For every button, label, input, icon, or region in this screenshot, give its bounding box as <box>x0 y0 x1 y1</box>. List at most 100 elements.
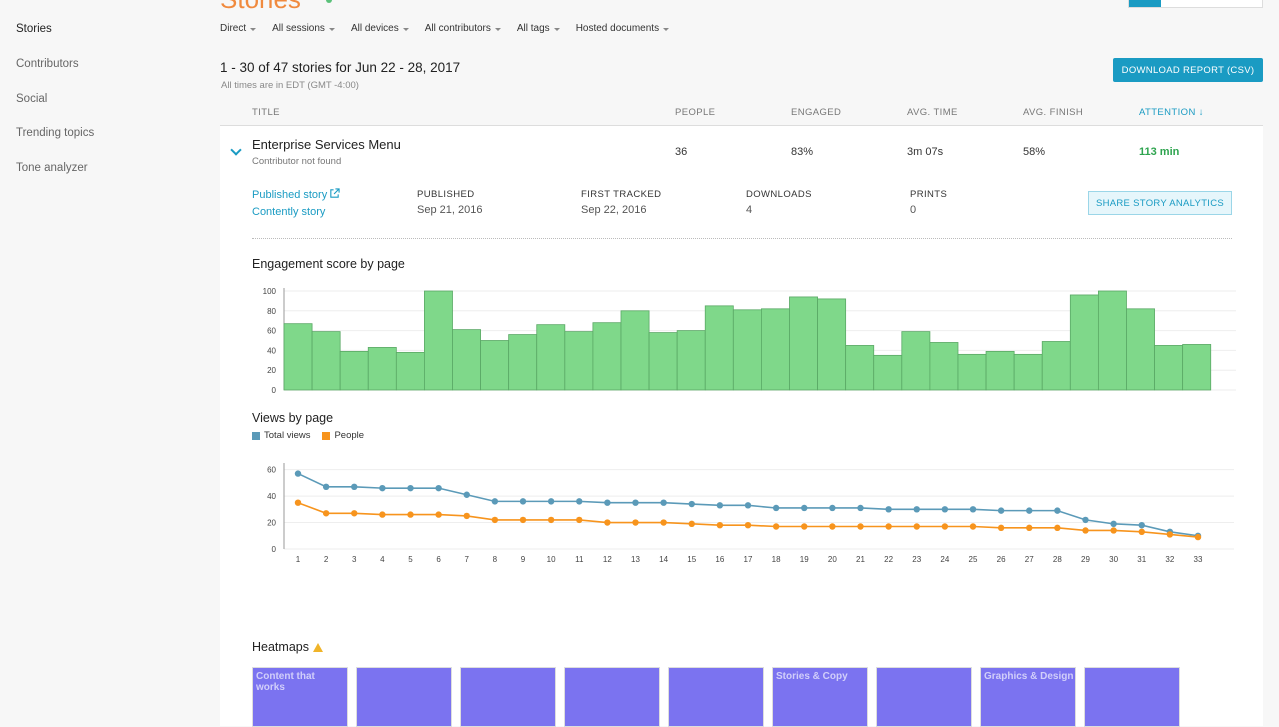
data-point <box>716 502 724 509</box>
column-avg-finish[interactable]: AVG. FINISH <box>1023 107 1084 118</box>
filter-tags[interactable]: All tags <box>517 23 560 34</box>
data-point <box>435 484 442 492</box>
bar <box>761 308 790 391</box>
filter-devices[interactable]: All devices <box>351 23 409 34</box>
data-point <box>1110 527 1117 534</box>
x-tick-label: 11 <box>575 555 584 564</box>
data-point <box>744 502 752 509</box>
heatmap-thumbnail[interactable] <box>668 667 764 727</box>
caret-down-icon <box>328 27 335 31</box>
caret-down-icon <box>250 27 257 31</box>
results-summary: 1 - 30 of 47 stories for Jun 22 - 28, 20… <box>220 60 461 75</box>
prints-value: 0 <box>910 204 917 216</box>
column-title[interactable]: TITLE <box>252 107 280 118</box>
bar <box>367 347 397 391</box>
data-point <box>801 504 808 512</box>
bar <box>508 334 538 391</box>
y-tick-label: 60 <box>267 327 276 336</box>
sidebar-item-social[interactable]: Social <box>16 93 48 105</box>
bar <box>1069 294 1099 391</box>
bar <box>929 342 959 391</box>
bar <box>1041 341 1071 391</box>
data-point <box>379 511 386 518</box>
filter-sessions[interactable]: All sessions <box>272 23 335 34</box>
data-point <box>969 523 977 530</box>
data-point <box>547 516 555 524</box>
story-contributor: Contributor not found <box>252 156 342 167</box>
sidebar-item-tone-analyzer[interactable]: Tone analyzer <box>16 162 88 174</box>
sidebar-item-stories[interactable]: Stories <box>16 23 52 35</box>
sidebar: Stories Contributors Social Trending top… <box>0 0 205 720</box>
published-story-link[interactable]: Published story <box>252 188 340 201</box>
downloads-label: DOWNLOADS <box>746 189 812 200</box>
y-tick-label: 0 <box>272 386 277 395</box>
x-tick-label: 4 <box>380 555 385 564</box>
data-point <box>435 511 442 518</box>
heatmap-thumbnail[interactable]: Stories & Copy <box>772 667 868 727</box>
x-tick-label: 24 <box>940 555 949 564</box>
cell-avg-finish: 58% <box>1023 146 1046 158</box>
cell-attention: 113 min <box>1139 146 1180 158</box>
data-point <box>294 470 302 477</box>
heatmap-caption: Graphics & Design <box>984 671 1074 682</box>
share-story-analytics-button[interactable]: SHARE STORY ANALYTICS <box>1088 191 1232 215</box>
x-tick-label: 26 <box>997 555 1006 564</box>
column-attention[interactable]: ATTENTION ↓ <box>1139 107 1204 118</box>
download-report-button[interactable]: DOWNLOAD REPORT (CSV) <box>1113 58 1263 82</box>
x-tick-label: 25 <box>969 555 978 564</box>
caret-down-icon <box>663 27 670 31</box>
view-toggle-active[interactable] <box>1129 0 1161 7</box>
story-title[interactable]: Enterprise Services Menu <box>252 137 401 152</box>
heatmap-thumbnail[interactable] <box>564 667 660 727</box>
data-point <box>857 523 864 530</box>
x-tick-label: 2 <box>324 555 329 564</box>
heatmap-thumbnail[interactable]: Content that works <box>252 667 348 727</box>
heatmaps-title: Heatmaps <box>252 640 323 654</box>
bar <box>1154 345 1184 391</box>
data-point <box>294 499 302 506</box>
column-avg-time[interactable]: AVG. TIME <box>907 107 958 118</box>
filter-contributors[interactable]: All contributors <box>425 23 501 34</box>
x-tick-label: 28 <box>1053 555 1062 564</box>
x-tick-label: 3 <box>352 555 357 564</box>
data-point <box>351 510 358 517</box>
sidebar-item-trending-topics[interactable]: Trending topics <box>16 127 95 139</box>
page-title: Stories <box>220 0 301 15</box>
heatmap-thumbnail[interactable] <box>876 667 972 727</box>
bar <box>536 324 566 391</box>
warning-icon[interactable] <box>312 643 323 652</box>
published-label: PUBLISHED <box>417 189 475 200</box>
heatmap-thumbnail[interactable] <box>356 667 452 727</box>
sort-desc-icon: ↓ <box>1198 107 1204 118</box>
chart-legend: Total views People <box>252 430 364 441</box>
data-point <box>463 491 470 498</box>
bar <box>789 296 818 391</box>
heatmap-thumbnail[interactable]: Graphics & Design <box>980 667 1076 727</box>
bar <box>985 350 1015 391</box>
view-toggle[interactable] <box>1128 0 1263 8</box>
data-point <box>547 498 555 505</box>
column-people[interactable]: PEOPLE <box>675 107 716 118</box>
table-header: TITLE PEOPLE ENGAGED AVG. TIME AVG. FINI… <box>220 100 1263 126</box>
first-tracked-value: Sep 22, 2016 <box>581 204 647 216</box>
data-point <box>688 500 695 508</box>
bar <box>311 331 341 391</box>
heatmap-thumbnail[interactable] <box>1084 667 1180 727</box>
contently-story-link[interactable]: Contently story <box>252 206 326 218</box>
data-point <box>1026 507 1033 514</box>
filter-hosted-documents[interactable]: Hosted documents <box>576 23 670 34</box>
heatmap-caption: Content that works <box>256 671 315 693</box>
x-tick-label: 33 <box>1194 555 1203 564</box>
heatmap-thumbnail[interactable] <box>460 667 556 727</box>
x-tick-label: 20 <box>828 555 837 564</box>
data-point <box>969 506 977 513</box>
caret-down-icon <box>553 27 560 31</box>
filter-direct[interactable]: Direct <box>220 23 257 34</box>
data-point <box>407 484 414 492</box>
sidebar-item-contributors[interactable]: Contributors <box>16 58 79 70</box>
column-engaged[interactable]: ENGAGED <box>791 107 842 118</box>
bar <box>1013 353 1043 391</box>
published-value: Sep 21, 2016 <box>417 204 483 216</box>
chevron-down-icon[interactable] <box>230 144 242 156</box>
